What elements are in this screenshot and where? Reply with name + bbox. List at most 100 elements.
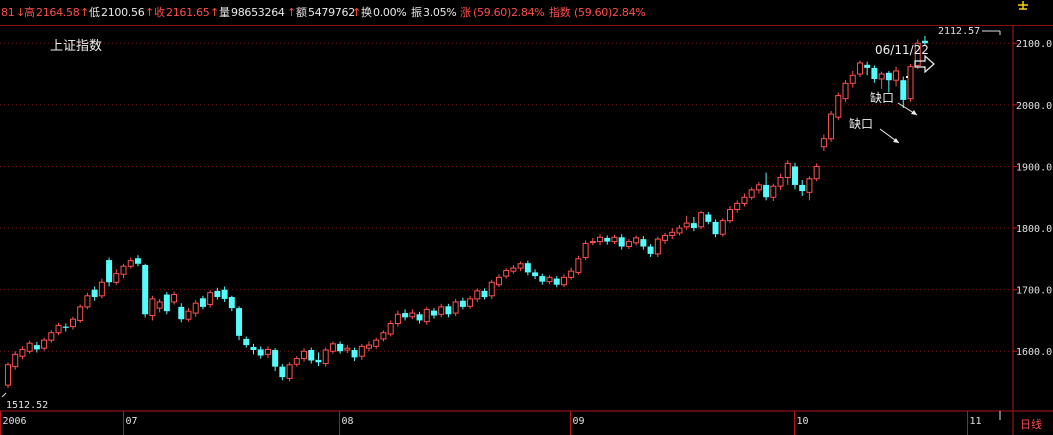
candle: [625, 239, 632, 249]
candle: [430, 308, 437, 319]
candle-body: [264, 348, 271, 355]
change-value: (59.60)2.84%: [473, 6, 545, 19]
candle-body: [597, 236, 604, 243]
candle-body: [914, 42, 921, 66]
candle-body: [293, 358, 300, 365]
candle-body: [459, 300, 466, 307]
candle: [618, 234, 625, 250]
close-label: 收: [154, 6, 165, 19]
down-arrow-icon: ↓: [16, 6, 25, 19]
candle-body: [503, 270, 510, 277]
candle-body: [272, 350, 279, 367]
candle-body: [777, 177, 784, 187]
candle-body: [900, 80, 907, 100]
candle-body: [199, 298, 206, 307]
candle: [308, 347, 315, 364]
candle-body: [633, 237, 640, 244]
candle-body: [387, 323, 394, 335]
candle-body: [250, 346, 257, 351]
candle: [575, 255, 582, 275]
candle: [163, 292, 170, 315]
candle: [351, 347, 358, 362]
candle-body: [113, 273, 120, 283]
amplitude-value: 3.05%: [423, 6, 457, 19]
candle-body: [813, 165, 820, 180]
low-price-label: 1512.52: [6, 400, 48, 411]
candle-body: [163, 294, 170, 312]
candle: [48, 330, 55, 343]
y-tick-label: 1600.0: [1016, 347, 1052, 358]
candle-body: [228, 297, 235, 309]
candle: [799, 180, 806, 197]
high-value: 2164.58: [36, 6, 80, 19]
candle-body: [430, 310, 437, 316]
candle: [510, 265, 517, 274]
candle: [777, 173, 784, 190]
candle-body: [467, 298, 474, 307]
candle: [91, 286, 98, 301]
candle-body: [62, 326, 69, 328]
candle-body: [791, 166, 798, 185]
candle: [813, 163, 820, 182]
candle-body: [921, 40, 928, 44]
candle: [264, 346, 271, 359]
y-tick-label: 2000.0: [1016, 101, 1052, 112]
candle: [199, 295, 206, 310]
candle-body: [192, 302, 199, 314]
volume-value: 98653264: [231, 6, 285, 19]
candle: [885, 70, 892, 93]
marker-dot: [906, 76, 908, 78]
x-tick-label: 09: [573, 416, 585, 427]
candle: [835, 92, 842, 121]
candle-body: [156, 301, 163, 309]
candle-body: [871, 67, 878, 79]
candle: [207, 290, 214, 308]
candle-body: [647, 246, 654, 254]
candle-body: [279, 366, 286, 378]
candle: [134, 255, 141, 267]
candle-body: [394, 313, 401, 325]
candle-body: [301, 350, 308, 360]
candle: [467, 295, 474, 309]
candle-body: [149, 298, 156, 317]
candle-body: [575, 258, 582, 273]
candle: [156, 298, 163, 313]
candle: [712, 219, 719, 238]
candle: [171, 291, 178, 305]
candle: [856, 60, 863, 78]
candle: [633, 235, 640, 246]
candle-body: [91, 289, 98, 298]
candle-body: [669, 231, 676, 236]
candle-body: [828, 113, 835, 140]
candle-body: [481, 290, 488, 298]
candle: [113, 269, 120, 285]
candle: [106, 257, 113, 287]
candle-body: [84, 295, 91, 308]
candle: [344, 345, 351, 354]
y-tick-label: 1700.0: [1016, 286, 1052, 297]
candle-body: [488, 281, 495, 297]
candle: [568, 267, 575, 280]
candle-body: [495, 276, 502, 286]
candle: [178, 303, 185, 323]
candle-body: [770, 185, 777, 198]
candle: [532, 269, 539, 280]
change-label: 涨: [460, 6, 471, 19]
period-label[interactable]: 日线: [1020, 417, 1042, 431]
x-tick-label: 10: [797, 416, 809, 427]
candle-body: [553, 278, 560, 285]
candle: [741, 193, 748, 207]
candle-body: [337, 343, 344, 352]
candle: [228, 295, 235, 312]
candle: [120, 263, 127, 278]
candle-body: [257, 349, 264, 356]
candle-body: [546, 276, 553, 283]
axes: 1600.0 1700.0 1800.0 1900.0 2000.0 2100.0 2006…: [0, 26, 1053, 435]
candle-body: [741, 196, 748, 204]
candle: [820, 134, 827, 152]
candle-body: [604, 237, 611, 242]
scroll-indicator-icon[interactable]: [1018, 1, 1028, 10]
close-value: 2161.65: [166, 6, 210, 19]
up-arrow-icon: ↑: [287, 6, 296, 19]
